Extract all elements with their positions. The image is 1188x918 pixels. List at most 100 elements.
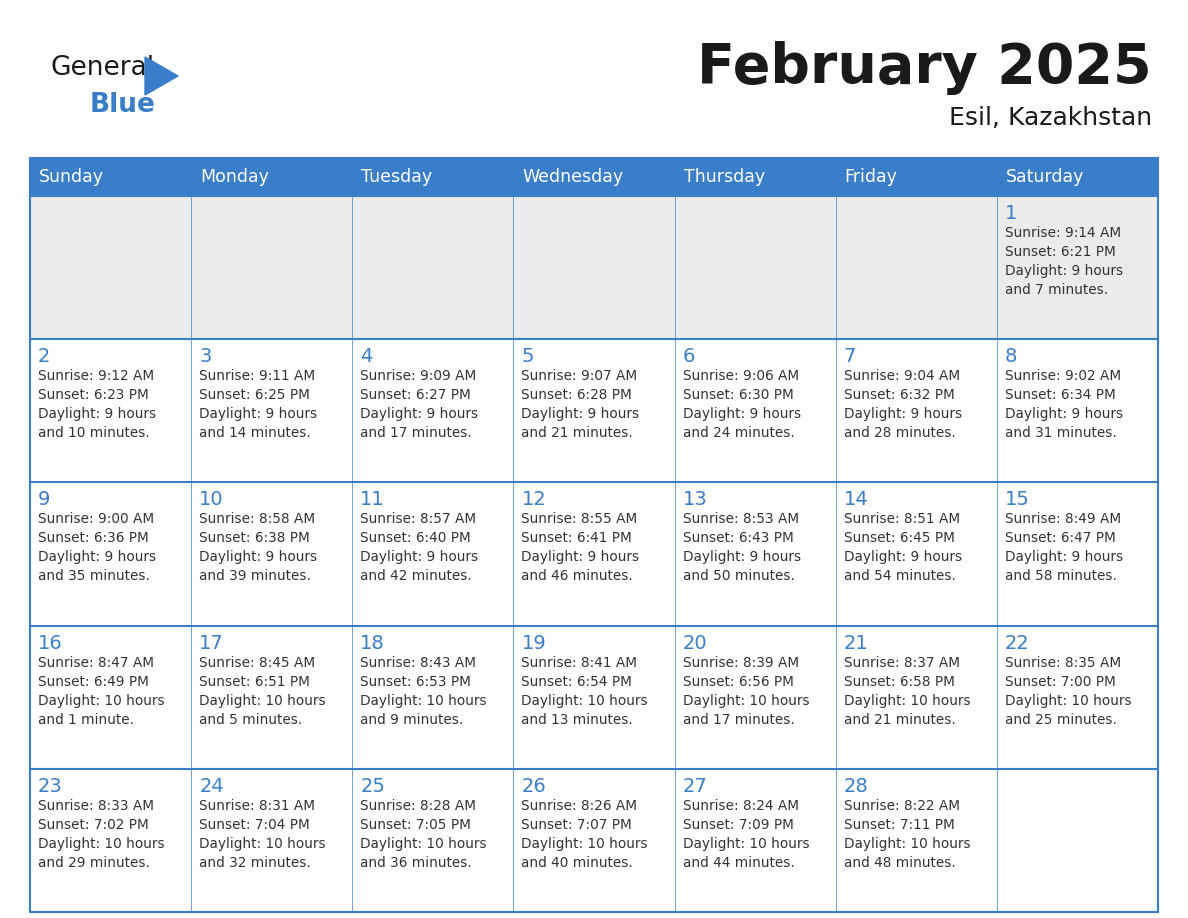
Bar (835, 625, 997, 768)
Text: 26: 26 (522, 777, 546, 796)
Text: Sunset: 6:41 PM: Sunset: 6:41 PM (522, 532, 632, 545)
Text: 3: 3 (200, 347, 211, 366)
Text: Sunset: 6:53 PM: Sunset: 6:53 PM (360, 675, 472, 688)
Text: Sunday: Sunday (39, 168, 105, 186)
Text: Sunset: 6:43 PM: Sunset: 6:43 PM (683, 532, 794, 545)
Text: 10: 10 (200, 490, 223, 509)
Text: Sunset: 6:49 PM: Sunset: 6:49 PM (38, 675, 148, 688)
Bar (835, 339, 997, 482)
Bar (191, 768, 353, 912)
Text: Sunset: 6:28 PM: Sunset: 6:28 PM (522, 388, 632, 402)
Text: Sunset: 6:54 PM: Sunset: 6:54 PM (522, 675, 632, 688)
Text: Monday: Monday (200, 168, 268, 186)
Text: 9: 9 (38, 490, 50, 509)
Bar (30, 482, 191, 625)
Text: Sunset: 6:21 PM: Sunset: 6:21 PM (1005, 245, 1116, 259)
Text: 23: 23 (38, 777, 63, 796)
Text: and 17 minutes.: and 17 minutes. (683, 712, 795, 727)
Text: Sunrise: 8:26 AM: Sunrise: 8:26 AM (522, 799, 638, 812)
Text: 16: 16 (38, 633, 63, 653)
Text: Daylight: 9 hours: Daylight: 9 hours (683, 408, 801, 421)
Text: Daylight: 9 hours: Daylight: 9 hours (522, 551, 639, 565)
Text: Sunset: 6:36 PM: Sunset: 6:36 PM (38, 532, 148, 545)
Text: Sunrise: 8:55 AM: Sunrise: 8:55 AM (522, 512, 638, 526)
Text: and 21 minutes.: and 21 minutes. (843, 712, 955, 727)
Bar (513, 196, 675, 339)
Text: and 29 minutes.: and 29 minutes. (38, 856, 150, 869)
Bar (513, 482, 675, 625)
Bar (513, 158, 675, 196)
Text: Daylight: 9 hours: Daylight: 9 hours (522, 408, 639, 421)
Text: and 32 minutes.: and 32 minutes. (200, 856, 311, 869)
Text: 2: 2 (38, 347, 50, 366)
Bar (835, 158, 997, 196)
Text: 1: 1 (1005, 204, 1017, 223)
Text: 5: 5 (522, 347, 533, 366)
Text: Daylight: 10 hours: Daylight: 10 hours (522, 837, 647, 851)
Text: Sunrise: 8:49 AM: Sunrise: 8:49 AM (1005, 512, 1121, 526)
Bar (997, 768, 1158, 912)
Text: Sunset: 7:09 PM: Sunset: 7:09 PM (683, 818, 794, 832)
Text: Sunset: 6:30 PM: Sunset: 6:30 PM (683, 388, 794, 402)
Bar (30, 196, 191, 339)
Text: Sunset: 7:11 PM: Sunset: 7:11 PM (843, 818, 954, 832)
Text: Sunset: 7:02 PM: Sunset: 7:02 PM (38, 818, 148, 832)
Bar (353, 196, 513, 339)
Bar (191, 339, 353, 482)
Text: Daylight: 10 hours: Daylight: 10 hours (360, 837, 487, 851)
Text: 18: 18 (360, 633, 385, 653)
Bar (30, 768, 191, 912)
Text: Wednesday: Wednesday (523, 168, 624, 186)
Text: 24: 24 (200, 777, 223, 796)
Text: 20: 20 (683, 633, 707, 653)
Text: and 5 minutes.: and 5 minutes. (200, 712, 303, 727)
Text: and 44 minutes.: and 44 minutes. (683, 856, 795, 869)
Text: Sunrise: 8:57 AM: Sunrise: 8:57 AM (360, 512, 476, 526)
Text: Sunrise: 8:37 AM: Sunrise: 8:37 AM (843, 655, 960, 669)
Text: and 9 minutes.: and 9 minutes. (360, 712, 463, 727)
Text: Daylight: 9 hours: Daylight: 9 hours (1005, 551, 1123, 565)
Text: and 17 minutes.: and 17 minutes. (360, 426, 472, 441)
Text: Daylight: 9 hours: Daylight: 9 hours (1005, 264, 1123, 278)
Text: 15: 15 (1005, 490, 1030, 509)
Text: Sunrise: 8:28 AM: Sunrise: 8:28 AM (360, 799, 476, 812)
Text: and 24 minutes.: and 24 minutes. (683, 426, 795, 441)
Bar (997, 482, 1158, 625)
Text: and 35 minutes.: and 35 minutes. (38, 569, 150, 584)
Text: Daylight: 10 hours: Daylight: 10 hours (38, 694, 165, 708)
Text: 27: 27 (683, 777, 707, 796)
Text: Daylight: 10 hours: Daylight: 10 hours (1005, 694, 1131, 708)
Text: Sunrise: 8:53 AM: Sunrise: 8:53 AM (683, 512, 798, 526)
Text: 7: 7 (843, 347, 857, 366)
Bar (997, 196, 1158, 339)
Text: 12: 12 (522, 490, 546, 509)
Text: Daylight: 9 hours: Daylight: 9 hours (843, 551, 962, 565)
Text: and 25 minutes.: and 25 minutes. (1005, 712, 1117, 727)
Text: and 46 minutes.: and 46 minutes. (522, 569, 633, 584)
Text: Sunrise: 8:51 AM: Sunrise: 8:51 AM (843, 512, 960, 526)
Text: Daylight: 9 hours: Daylight: 9 hours (200, 408, 317, 421)
Text: and 58 minutes.: and 58 minutes. (1005, 569, 1117, 584)
Text: and 50 minutes.: and 50 minutes. (683, 569, 795, 584)
Text: Sunrise: 8:47 AM: Sunrise: 8:47 AM (38, 655, 154, 669)
Text: Sunrise: 9:06 AM: Sunrise: 9:06 AM (683, 369, 798, 383)
Text: Saturday: Saturday (1006, 168, 1085, 186)
Bar (353, 339, 513, 482)
Text: Daylight: 10 hours: Daylight: 10 hours (200, 694, 326, 708)
Bar (835, 768, 997, 912)
Text: and 10 minutes.: and 10 minutes. (38, 426, 150, 441)
Text: Sunset: 7:04 PM: Sunset: 7:04 PM (200, 818, 310, 832)
Text: and 7 minutes.: and 7 minutes. (1005, 283, 1108, 297)
Text: Sunrise: 9:12 AM: Sunrise: 9:12 AM (38, 369, 154, 383)
Text: Daylight: 10 hours: Daylight: 10 hours (843, 837, 971, 851)
Text: Sunset: 6:27 PM: Sunset: 6:27 PM (360, 388, 470, 402)
Text: Sunrise: 9:00 AM: Sunrise: 9:00 AM (38, 512, 154, 526)
Text: Sunset: 6:40 PM: Sunset: 6:40 PM (360, 532, 470, 545)
Text: 8: 8 (1005, 347, 1017, 366)
Text: 13: 13 (683, 490, 707, 509)
Text: Sunrise: 8:41 AM: Sunrise: 8:41 AM (522, 655, 638, 669)
Bar (191, 158, 353, 196)
Text: Daylight: 10 hours: Daylight: 10 hours (200, 837, 326, 851)
Text: Daylight: 10 hours: Daylight: 10 hours (38, 837, 165, 851)
Bar (997, 625, 1158, 768)
